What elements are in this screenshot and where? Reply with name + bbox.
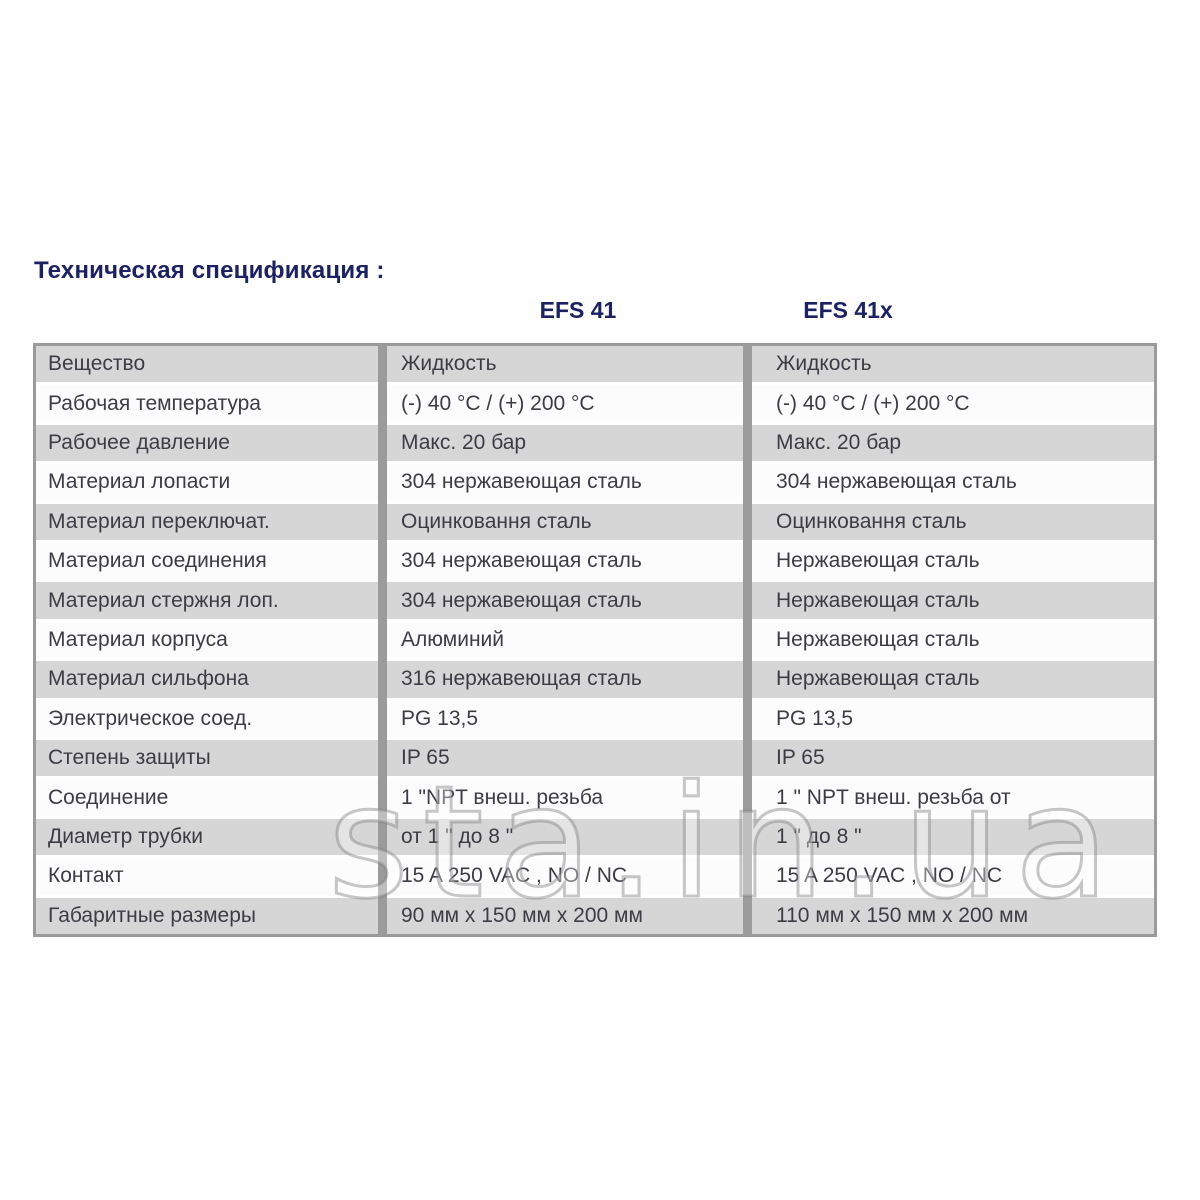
efs41x-value: PG 13,5 — [776, 706, 854, 730]
table-row: Соединение 1 "NPT внеш. резьба 1 " NPT в… — [36, 779, 1154, 819]
efs41x-value: Нержавеющая сталь — [776, 667, 980, 691]
efs41-value: 304 нержавеющая сталь — [401, 549, 642, 573]
column-header-efs41x: EFS 41x — [803, 297, 893, 323]
table-row: Материал переключат. Оцинковання сталь О… — [36, 503, 1154, 544]
efs41x-value: Нержавеющая сталь — [776, 628, 980, 652]
efs41-value: IP 65 — [401, 746, 450, 770]
efs41x-value: Оцинковання сталь — [776, 509, 967, 533]
row-label: Рабочее давление — [48, 431, 230, 455]
row-label: Контакт — [48, 864, 124, 888]
efs41-value: PG 13,5 — [401, 706, 479, 730]
row-label: Материал сильфона — [48, 667, 249, 691]
row-label: Материал переключат. — [48, 509, 270, 533]
row-label: Габаритные размеры — [48, 903, 256, 927]
table-row: Степень защиты IP 65 IP 65 — [36, 740, 1154, 780]
efs41x-value: (-) 40 °C / (+) 200 °C — [776, 391, 970, 415]
row-label: Рабочая температура — [48, 391, 261, 415]
efs41-value: 1 "NPT внеш. резьба — [401, 785, 604, 809]
efs41-value: Макс. 20 бар — [401, 431, 527, 455]
efs41x-value: 110 мм x 150 мм x 200 мм — [776, 903, 1029, 927]
efs41-value: Оцинковання сталь — [401, 509, 592, 533]
efs41x-value: Нержавеющая сталь — [776, 549, 980, 573]
efs41x-value: 1 " до 8 " — [776, 825, 862, 849]
table-row: Материал корпуса Алюминий Нержавеющая ст… — [36, 621, 1154, 662]
row-label: Электрическое соед. — [48, 706, 253, 730]
efs41x-value: Макс. 20 бар — [776, 431, 902, 455]
efs41x-value: 1 " NPT внеш. резьба от — [776, 785, 1011, 809]
efs41-value: Алюминий — [401, 628, 505, 652]
row-label: Соединение — [48, 785, 169, 809]
table-row: Габаритные размеры 90 мм x 150 мм x 200 … — [36, 897, 1154, 935]
efs41x-value: Нержавеющая сталь — [776, 588, 980, 612]
row-label: Диаметр трубки — [48, 825, 203, 849]
row-label: Степень защиты — [48, 746, 211, 770]
column-header-efs41: EFS 41 — [539, 297, 617, 323]
table-row: Материал соединения 304 нержавеющая стал… — [36, 543, 1154, 583]
table-row: Диаметр трубки от 1 " до 8 " 1 " до 8 " — [36, 818, 1154, 859]
column-divider — [378, 346, 387, 934]
efs41-value: Жидкость — [401, 352, 497, 376]
table-row: Вещество Жидкость Жидкость — [36, 346, 1154, 386]
efs41-value: 15 A 250 VAC , NO / NC — [401, 864, 628, 888]
row-label: Материал корпуса — [48, 628, 228, 652]
efs41x-value: 15 A 250 VAC , NO / NC — [776, 864, 1003, 888]
efs41x-value: 304 нержавеющая сталь — [776, 470, 1017, 494]
row-label: Материал соединения — [48, 549, 267, 573]
column-divider — [743, 346, 752, 934]
spec-table: Вещество Жидкость Жидкость Рабочая темпе… — [33, 343, 1157, 937]
efs41-value: (-) 40 °C / (+) 200 °C — [401, 391, 595, 415]
table-row: Рабочая температура (-) 40 °C / (+) 200 … — [36, 385, 1154, 425]
efs41-value: 304 нержавеющая сталь — [401, 470, 642, 494]
row-label: Материал лопасти — [48, 470, 231, 494]
row-label: Вещество — [48, 352, 146, 376]
efs41-value: от 1 " до 8 " — [401, 825, 514, 849]
row-label: Материал стержня лоп. — [48, 588, 279, 612]
efs41-value: 316 нержавеющая сталь — [401, 667, 642, 691]
efs41-value: 90 мм x 150 мм x 200 мм — [401, 903, 643, 927]
table-row: Электрическое соед. PG 13,5 PG 13,5 — [36, 700, 1154, 741]
table-row: Материал лопасти 304 нержавеющая сталь 3… — [36, 464, 1154, 504]
table-row: Материал сильфона 316 нержавеющая сталь … — [36, 661, 1154, 701]
efs41-value: 304 нержавеющая сталь — [401, 588, 642, 612]
table-row: Материал стержня лоп. 304 нержавеющая ст… — [36, 582, 1154, 622]
page-title: Техническая спецификация : — [34, 257, 385, 284]
table-row: Контакт 15 A 250 VAC , NO / NC 15 A 250 … — [36, 858, 1154, 898]
table-row: Рабочее давление Макс. 20 бар Макс. 20 б… — [36, 424, 1154, 465]
efs41x-value: IP 65 — [776, 746, 825, 770]
efs41x-value: Жидкость — [776, 352, 872, 376]
